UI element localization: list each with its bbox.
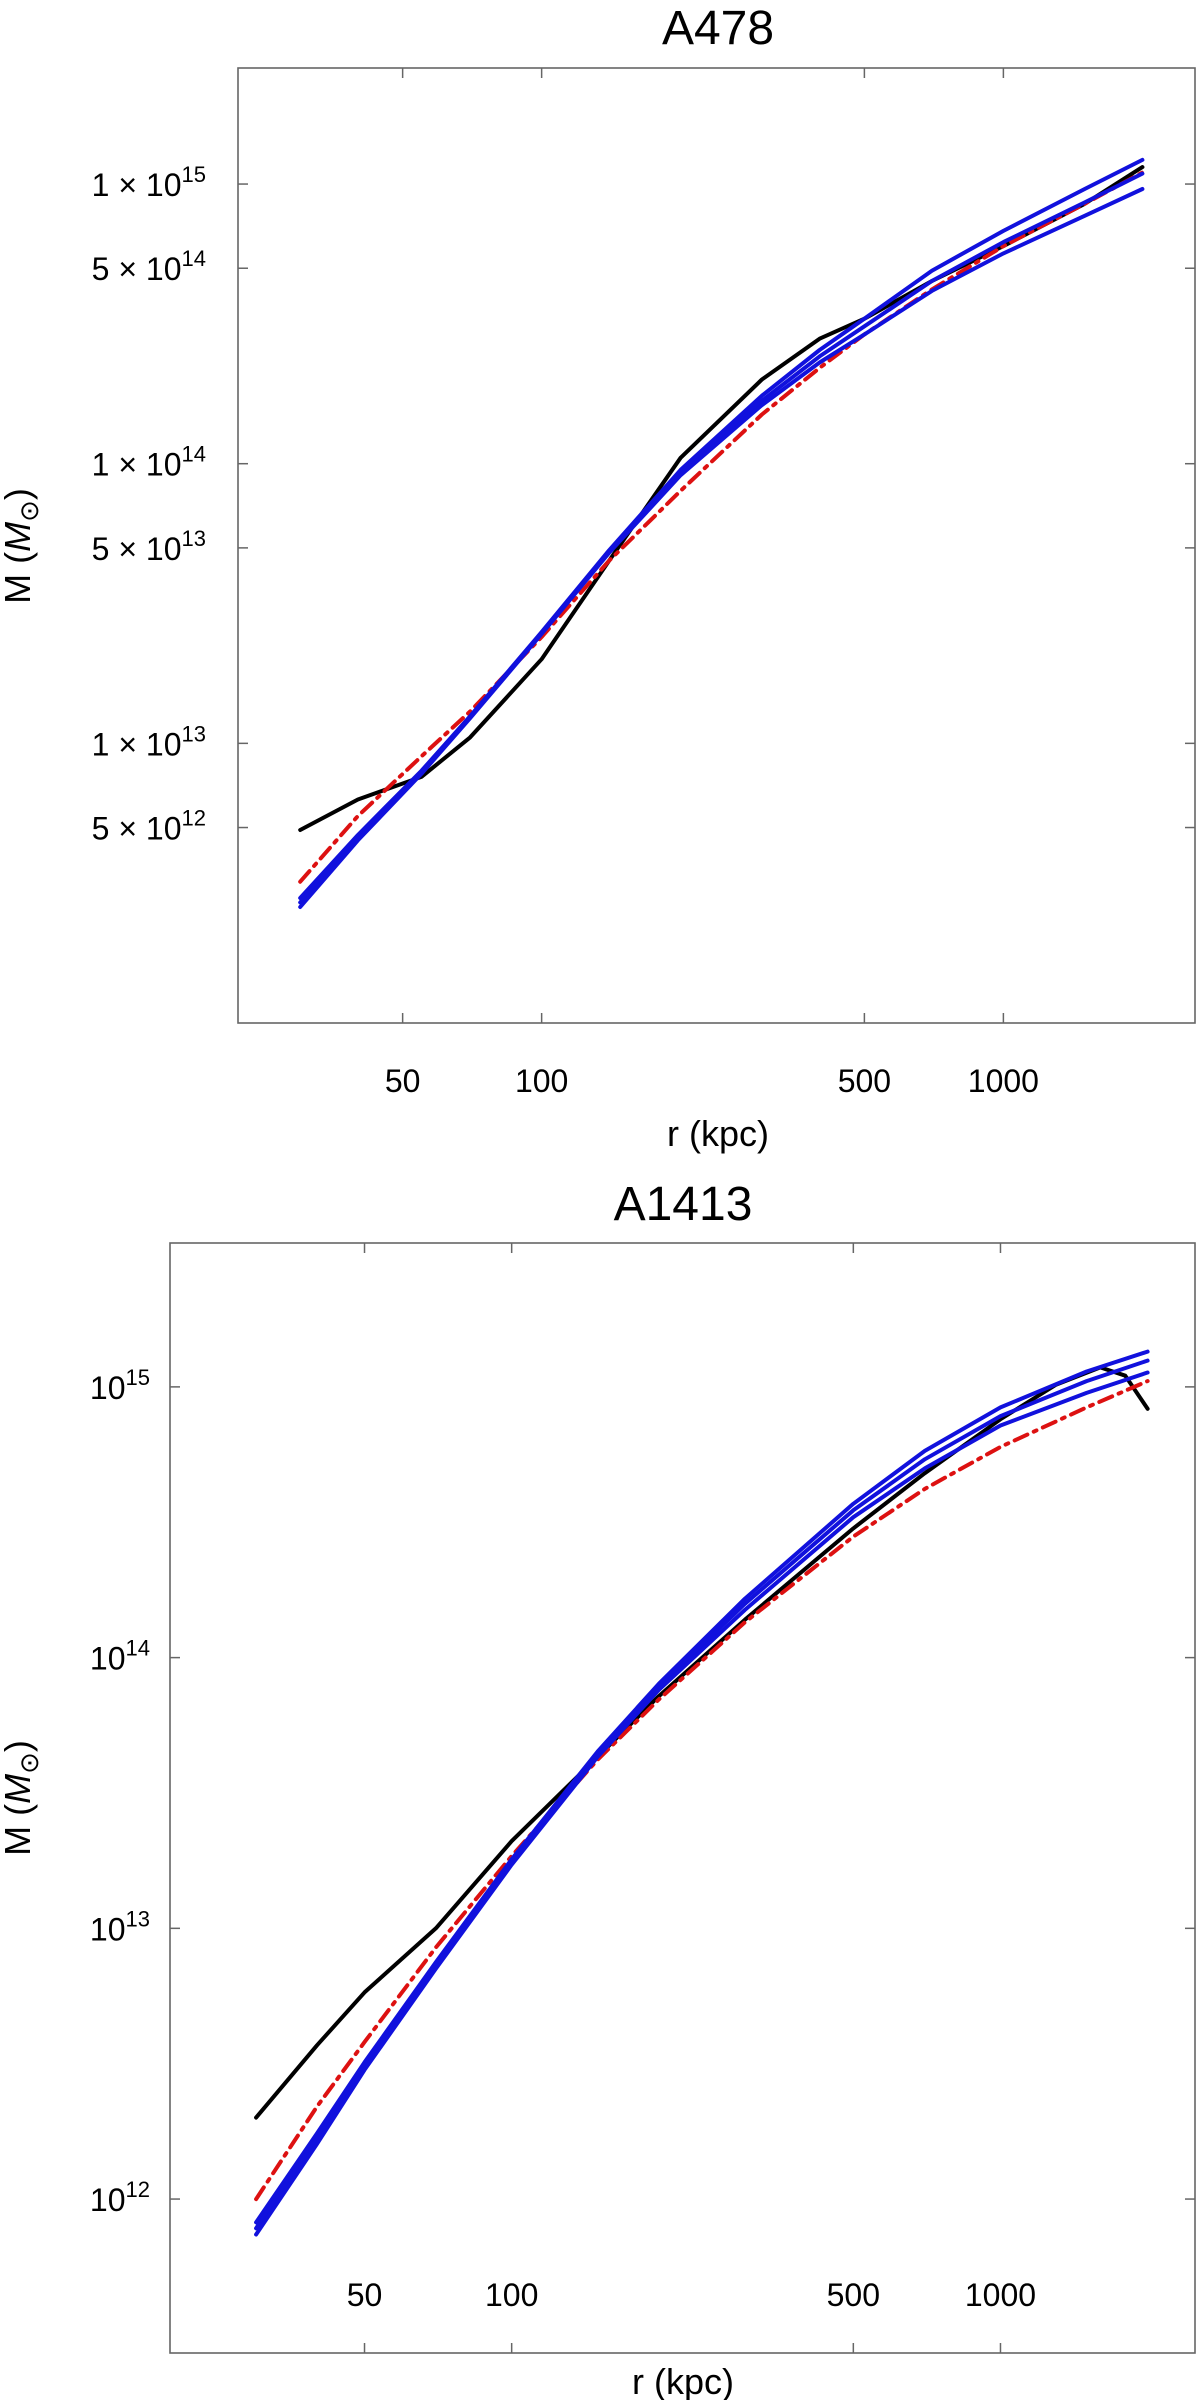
y-axis-label-main: M ( (0, 552, 38, 604)
y-tick-mantissa: 5 × 10 (92, 531, 182, 567)
y-axis-label-symbol: M (0, 522, 38, 552)
x-tick-label: 1000 (965, 2277, 1036, 2313)
y-axis-label-main: M ( (0, 1804, 38, 1856)
y-tick-label: 5 × 1012 (92, 806, 206, 847)
x-tick-label: 500 (838, 1063, 891, 1099)
y-axis-label-close: ) (0, 1740, 38, 1752)
y-tick-exponent: 14 (126, 1636, 150, 1661)
x-tick-label: 50 (347, 2277, 383, 2313)
x-axis-label: r (kpc) (667, 1113, 769, 1154)
series-line-0 (298, 165, 1145, 832)
y-tick-mantissa: 10 (90, 2182, 126, 2218)
series-line-3 (254, 1358, 1150, 2231)
series-line-3 (298, 171, 1145, 905)
y-tick-exponent: 13 (126, 1906, 150, 1931)
series-line-4 (254, 1370, 1150, 2237)
y-tick-mantissa: 5 × 10 (92, 251, 182, 287)
y-tick-exponent: 13 (182, 526, 206, 551)
y-tick-exponent: 12 (126, 2177, 150, 2202)
y-tick-label: 1013 (90, 1906, 150, 1947)
y-tick-exponent: 15 (126, 1365, 150, 1390)
series-line-2 (254, 1349, 1150, 2225)
y-tick-exponent: 14 (182, 246, 206, 271)
y-tick-mantissa: 10 (90, 1370, 126, 1406)
y-tick-mantissa: 10 (90, 1641, 126, 1677)
x-tick-label: 50 (385, 1063, 421, 1099)
x-tick-label: 1000 (968, 1063, 1039, 1099)
y-axis-label-close: ) (0, 488, 38, 500)
y-tick-label: 5 × 1014 (92, 246, 206, 287)
y-tick-exponent: 15 (182, 162, 206, 187)
plot-frame (237, 67, 1196, 1024)
y-axis-label-subscript: ⊙ (14, 1752, 44, 1774)
y-tick-label: 1 × 1015 (92, 162, 206, 203)
y-tick-label: 1015 (90, 1365, 150, 1406)
series-group (298, 157, 1145, 909)
y-axis-label-subscript: ⊙ (14, 500, 44, 522)
series-line-2 (298, 157, 1145, 900)
y-tick-label: 5 × 1013 (92, 526, 206, 567)
y-tick-exponent: 13 (182, 721, 206, 746)
x-axis-ticks: 50 100 500 1000 (385, 68, 1039, 1099)
series-line-4 (298, 187, 1145, 909)
y-axis-label: M (M⊙) (0, 1740, 44, 1856)
y-tick-mantissa: 5 × 10 (92, 811, 182, 847)
y-tick-mantissa: 1 × 10 (92, 167, 182, 203)
x-tick-label: 100 (515, 1063, 568, 1099)
series-group (254, 1349, 1150, 2237)
series-line-1 (298, 170, 1145, 884)
series-line-0 (254, 1365, 1150, 2120)
y-tick-label: 1 × 1013 (92, 721, 206, 762)
y-axis-label: M (M⊙) (0, 488, 44, 604)
y-tick-mantissa: 1 × 10 (92, 447, 182, 483)
chart-title: A1413 (614, 1178, 753, 1231)
y-axis-label-symbol: M (0, 1774, 38, 1804)
y-tick-label: 1012 (90, 2177, 150, 2218)
chart-title: A478 (662, 2, 774, 55)
y-tick-mantissa: 10 (90, 1911, 126, 1947)
y-tick-mantissa: 1 × 10 (92, 726, 182, 762)
x-tick-label: 500 (827, 2277, 880, 2313)
plot-frame (169, 1242, 1196, 2354)
y-tick-label: 1 × 1014 (92, 442, 206, 483)
series-line-1 (254, 1379, 1150, 2202)
x-axis-ticks: 50 100 500 1000 (347, 1243, 1036, 2353)
y-tick-exponent: 12 (182, 806, 206, 831)
y-tick-exponent: 14 (182, 442, 206, 467)
y-tick-label: 1014 (90, 1636, 150, 1677)
x-tick-label: 100 (485, 2277, 538, 2313)
x-axis-label: r (kpc) (632, 2361, 734, 2400)
